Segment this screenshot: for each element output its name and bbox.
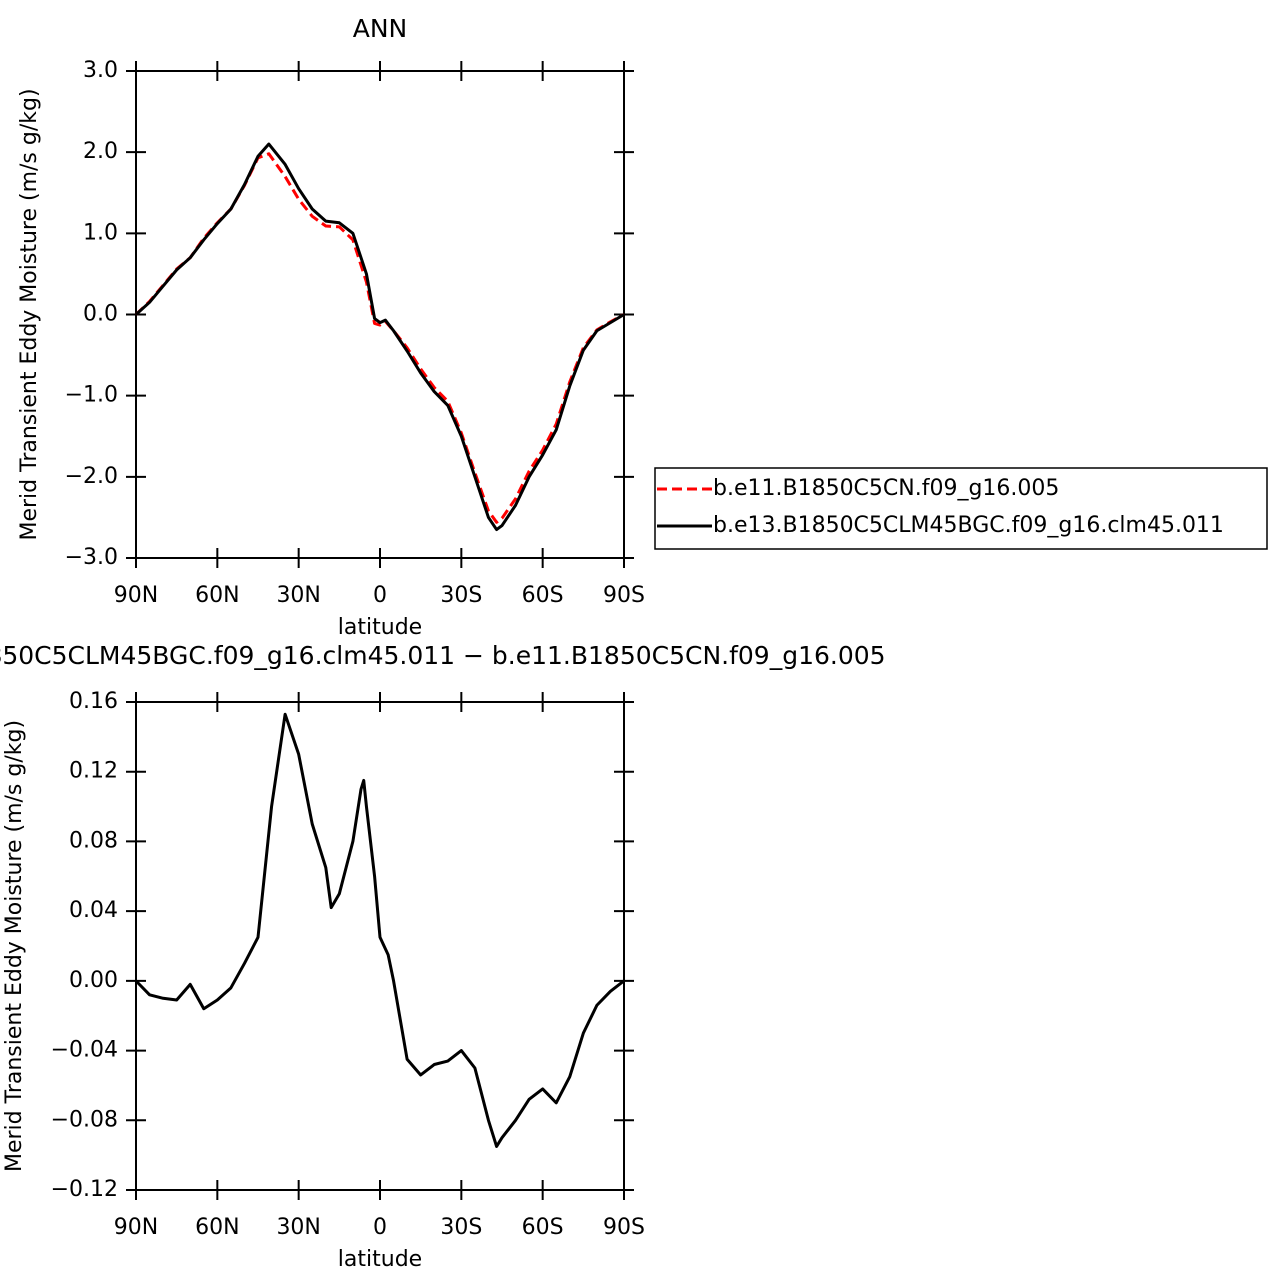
- legend-box: [654, 467, 1268, 550]
- y-tick-label: 0.12: [69, 759, 118, 784]
- chart-title: ANN: [353, 14, 408, 43]
- y-tick-label: 0.08: [69, 828, 118, 853]
- x-tick-label: 0: [373, 583, 387, 608]
- y-axis-label: Merid Transient Eddy Moisture (m/s g/kg): [17, 88, 42, 540]
- x-tick-label: 60S: [522, 583, 564, 608]
- x-tick-label: 60S: [522, 1215, 564, 1240]
- y-tick-label: −2.0: [65, 464, 118, 489]
- y-tick-label: 0.0: [83, 302, 118, 327]
- y-tick-label: −3.0: [65, 545, 118, 570]
- data-line: [134, 152, 625, 524]
- data-line: [134, 142, 625, 532]
- y-axis-label: Merid Transient Eddy Moisture (m/s g/kg): [2, 720, 27, 1172]
- y-tick-label: −0.12: [51, 1177, 118, 1202]
- x-tick-label: 90N: [114, 1215, 158, 1240]
- x-tick-label: 30N: [276, 1215, 320, 1240]
- y-tick-label: 0.00: [69, 968, 118, 993]
- y-tick-label: −0.04: [51, 1038, 118, 1063]
- x-tick-label: 30S: [440, 1215, 482, 1240]
- x-tick-label: 30N: [276, 583, 320, 608]
- y-tick-label: −0.08: [51, 1107, 118, 1132]
- y-tick-label: 2.0: [83, 139, 118, 164]
- x-tick-label: 60N: [195, 1215, 239, 1240]
- x-tick-label: 30S: [440, 583, 482, 608]
- data-line: [134, 712, 625, 1148]
- y-tick-label: −1.0: [65, 383, 118, 408]
- chart-title: b.e13.B1850C5CLM45BGC.f09_g16.clm45.011 …: [0, 641, 886, 670]
- x-tick-label: 0: [373, 1215, 387, 1240]
- x-axis-label: latitude: [338, 615, 422, 640]
- plot-frame: [135, 70, 625, 559]
- x-axis-label: latitude: [338, 1247, 422, 1272]
- legend-label: b.e13.B1850C5CLM45BGC.f09_g16.clm45.011: [713, 513, 1224, 538]
- y-tick-label: 0.16: [69, 689, 118, 714]
- x-tick-label: 60N: [195, 583, 239, 608]
- plot-frame: [135, 701, 625, 1191]
- x-tick-label: 90S: [603, 583, 645, 608]
- y-tick-label: 1.0: [83, 220, 118, 245]
- legend-label: b.e11.B1850C5CN.f09_g16.005: [713, 476, 1059, 501]
- y-tick-label: 0.04: [69, 898, 118, 923]
- x-tick-label: 90N: [114, 583, 158, 608]
- x-tick-label: 90S: [603, 1215, 645, 1240]
- y-tick-label: 3.0: [83, 58, 118, 83]
